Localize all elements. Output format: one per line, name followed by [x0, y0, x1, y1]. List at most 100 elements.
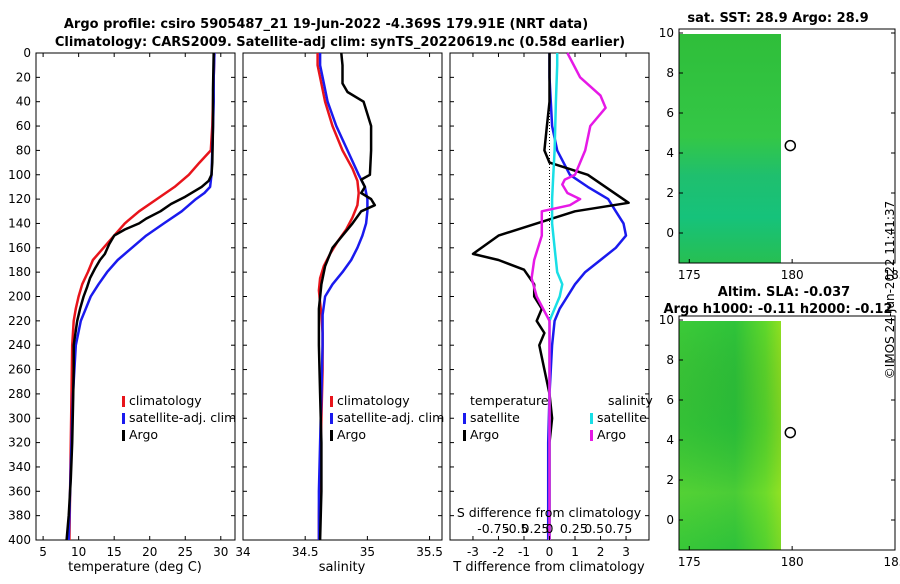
y-tick-label: 360 — [8, 484, 31, 498]
temperature-x-ticks: 5 10 15 20 25 30 — [39, 53, 228, 559]
figure-timestamp: ©IMOS 24-Jun-2022 11:41:37 — [883, 201, 897, 379]
legend-label-argo: Argo — [337, 427, 366, 442]
s-diff-tick-label: -0.75 — [477, 521, 509, 536]
sla-map-subtitle: Argo h1000: -0.11 h2000: -0.12 — [663, 302, 892, 317]
s-difference-label: S difference from climatology — [457, 505, 642, 520]
lat-tick-label: 10 — [659, 313, 674, 327]
s-diff-tick-label: 0.25 — [522, 521, 550, 536]
y-tick-label: 320 — [8, 436, 31, 450]
y-tick-label: 160 — [8, 241, 31, 255]
salinity-panel: 34 34.5 35 35.5 salinity climatology satell… — [235, 52, 444, 575]
series-line-climatology — [68, 52, 216, 541]
series-line-satellite-adj-clim — [67, 52, 216, 541]
figure-title-line1: Argo profile: csiro 5905487_21 19-Jun-20… — [64, 17, 588, 32]
x-tick-label: 35 — [360, 545, 375, 559]
y-tick-label: 240 — [8, 338, 31, 352]
s-diff-tick-label: 0.5 — [584, 521, 604, 536]
sst-axes-box — [678, 28, 896, 264]
x-tick-label: 34.5 — [292, 545, 319, 559]
lat-tick-label: 2 — [666, 186, 674, 200]
legend-swatch-sal-argo — [590, 430, 593, 441]
legend-swatch-argo — [122, 430, 125, 441]
x-tick-label: -3 — [467, 545, 479, 559]
lon-tick-label: 185 — [884, 268, 900, 282]
x-tick-label: 35.5 — [416, 545, 443, 559]
legend-swatch-sal-satellite — [590, 413, 593, 424]
x-tick-label: 10 — [71, 545, 86, 559]
legend-title-salinity: salinity — [608, 393, 653, 408]
lon-tick-label: 180 — [781, 555, 804, 569]
x-tick-label: -2 — [492, 545, 504, 559]
salinity-legend: climatology satellite-adj. clim Argo — [330, 393, 444, 442]
sla-field-shading — [679, 321, 781, 550]
sst-lat-ticks: 0 2 4 6 8 10 — [659, 26, 895, 240]
y-tick-label: 60 — [16, 119, 31, 133]
legend-swatch-satellite — [122, 413, 125, 424]
lat-tick-label: 6 — [666, 106, 674, 120]
sst-lon-ticks: 175 180 185 — [678, 259, 900, 282]
legend-swatch-satellite — [330, 413, 333, 424]
s-diff-tick-label: 0.25 — [560, 521, 588, 536]
legend-label-climatology: climatology — [337, 393, 410, 408]
legend-swatch-climatology — [122, 396, 125, 407]
y-tick-label: 120 — [8, 192, 31, 206]
x-tick-label: 15 — [107, 545, 122, 559]
sla-lat-ticks: 0 2 4 6 8 10 — [659, 313, 895, 527]
x-tick-label: 25 — [178, 545, 193, 559]
temperature-axes-box — [35, 52, 236, 541]
x-tick-label: 3 — [622, 545, 630, 559]
s-diff-tick-label: 0 — [546, 521, 554, 536]
series-line-climatology — [316, 53, 360, 540]
y-tick-label: 220 — [8, 314, 31, 328]
y-tick-label: 80 — [16, 143, 31, 157]
sst-map-title: sat. SST: 28.9 Argo: 28.9 — [687, 11, 868, 26]
legend-label-sal-satellite: satellite — [597, 410, 647, 425]
x-tick-label: 34 — [235, 545, 250, 559]
legend-label-temp-satellite: satellite — [470, 410, 520, 425]
series-line-salinity-argo — [530, 52, 607, 540]
argo-location-marker — [784, 426, 797, 439]
depth-y-ticks: 0 20 40 60 80 100 120 140 160 180 200 220 240 260 280 3… — [8, 46, 649, 547]
series-line-argo — [65, 52, 215, 541]
x-tick-label: 1 — [571, 545, 579, 559]
series-line-argo — [317, 52, 377, 541]
s-diff-tick-label: 0.75 — [604, 521, 632, 536]
legend-label-temp-argo: Argo — [470, 427, 499, 442]
lat-tick-label: 0 — [666, 513, 674, 527]
y-tick-label: 0 — [23, 46, 31, 60]
temperature-legend: climatology satellite-adj. clim Argo — [122, 393, 236, 442]
legend-label-satellite: satellite-adj. clim — [337, 410, 444, 425]
x-tick-label: -1 — [518, 545, 530, 559]
lat-tick-label: 8 — [666, 66, 674, 80]
series-line-satellite-adj-clim — [317, 53, 369, 540]
s-diff-tick-label: -0.5 — [504, 521, 528, 536]
lat-tick-label: 0 — [666, 226, 674, 240]
y-tick-label: 280 — [8, 387, 31, 401]
y-tick-label: 380 — [8, 509, 31, 523]
difference-legend: temperature salinity satellite Argo sate… — [463, 393, 653, 442]
legend-swatch-argo — [330, 430, 333, 441]
lat-tick-label: 4 — [666, 146, 674, 160]
lon-tick-label: 175 — [678, 268, 701, 282]
x-tick-label: 5 — [39, 545, 47, 559]
lat-tick-label: 4 — [666, 433, 674, 447]
legend-swatch-temp-satellite — [463, 413, 466, 424]
y-tick-label: 300 — [8, 411, 31, 425]
legend-title-temperature: temperature — [470, 393, 549, 408]
lat-tick-label: 2 — [666, 473, 674, 487]
sla-lon-ticks: 175 180 185 — [678, 546, 900, 569]
argo-location-marker — [784, 139, 797, 152]
difference-series — [471, 52, 630, 540]
legend-label-climatology: climatology — [129, 393, 202, 408]
salinity-x-ticks: 34 34.5 35 35.5 — [235, 53, 443, 559]
salinity-series — [316, 52, 377, 541]
x-tick-label: 20 — [142, 545, 157, 559]
lat-tick-label: 6 — [666, 393, 674, 407]
temperature-panel: 5 10 15 20 25 30 0204060801001201401601802002… — [8, 46, 649, 575]
x-tick-label: 2 — [597, 545, 605, 559]
legend-label-sal-argo: Argo — [597, 427, 626, 442]
t-difference-xlabel: T difference from climatology — [452, 560, 645, 575]
salinity-xlabel: salinity — [319, 560, 366, 575]
legend-label-satellite: satellite-adj. clim — [129, 410, 236, 425]
